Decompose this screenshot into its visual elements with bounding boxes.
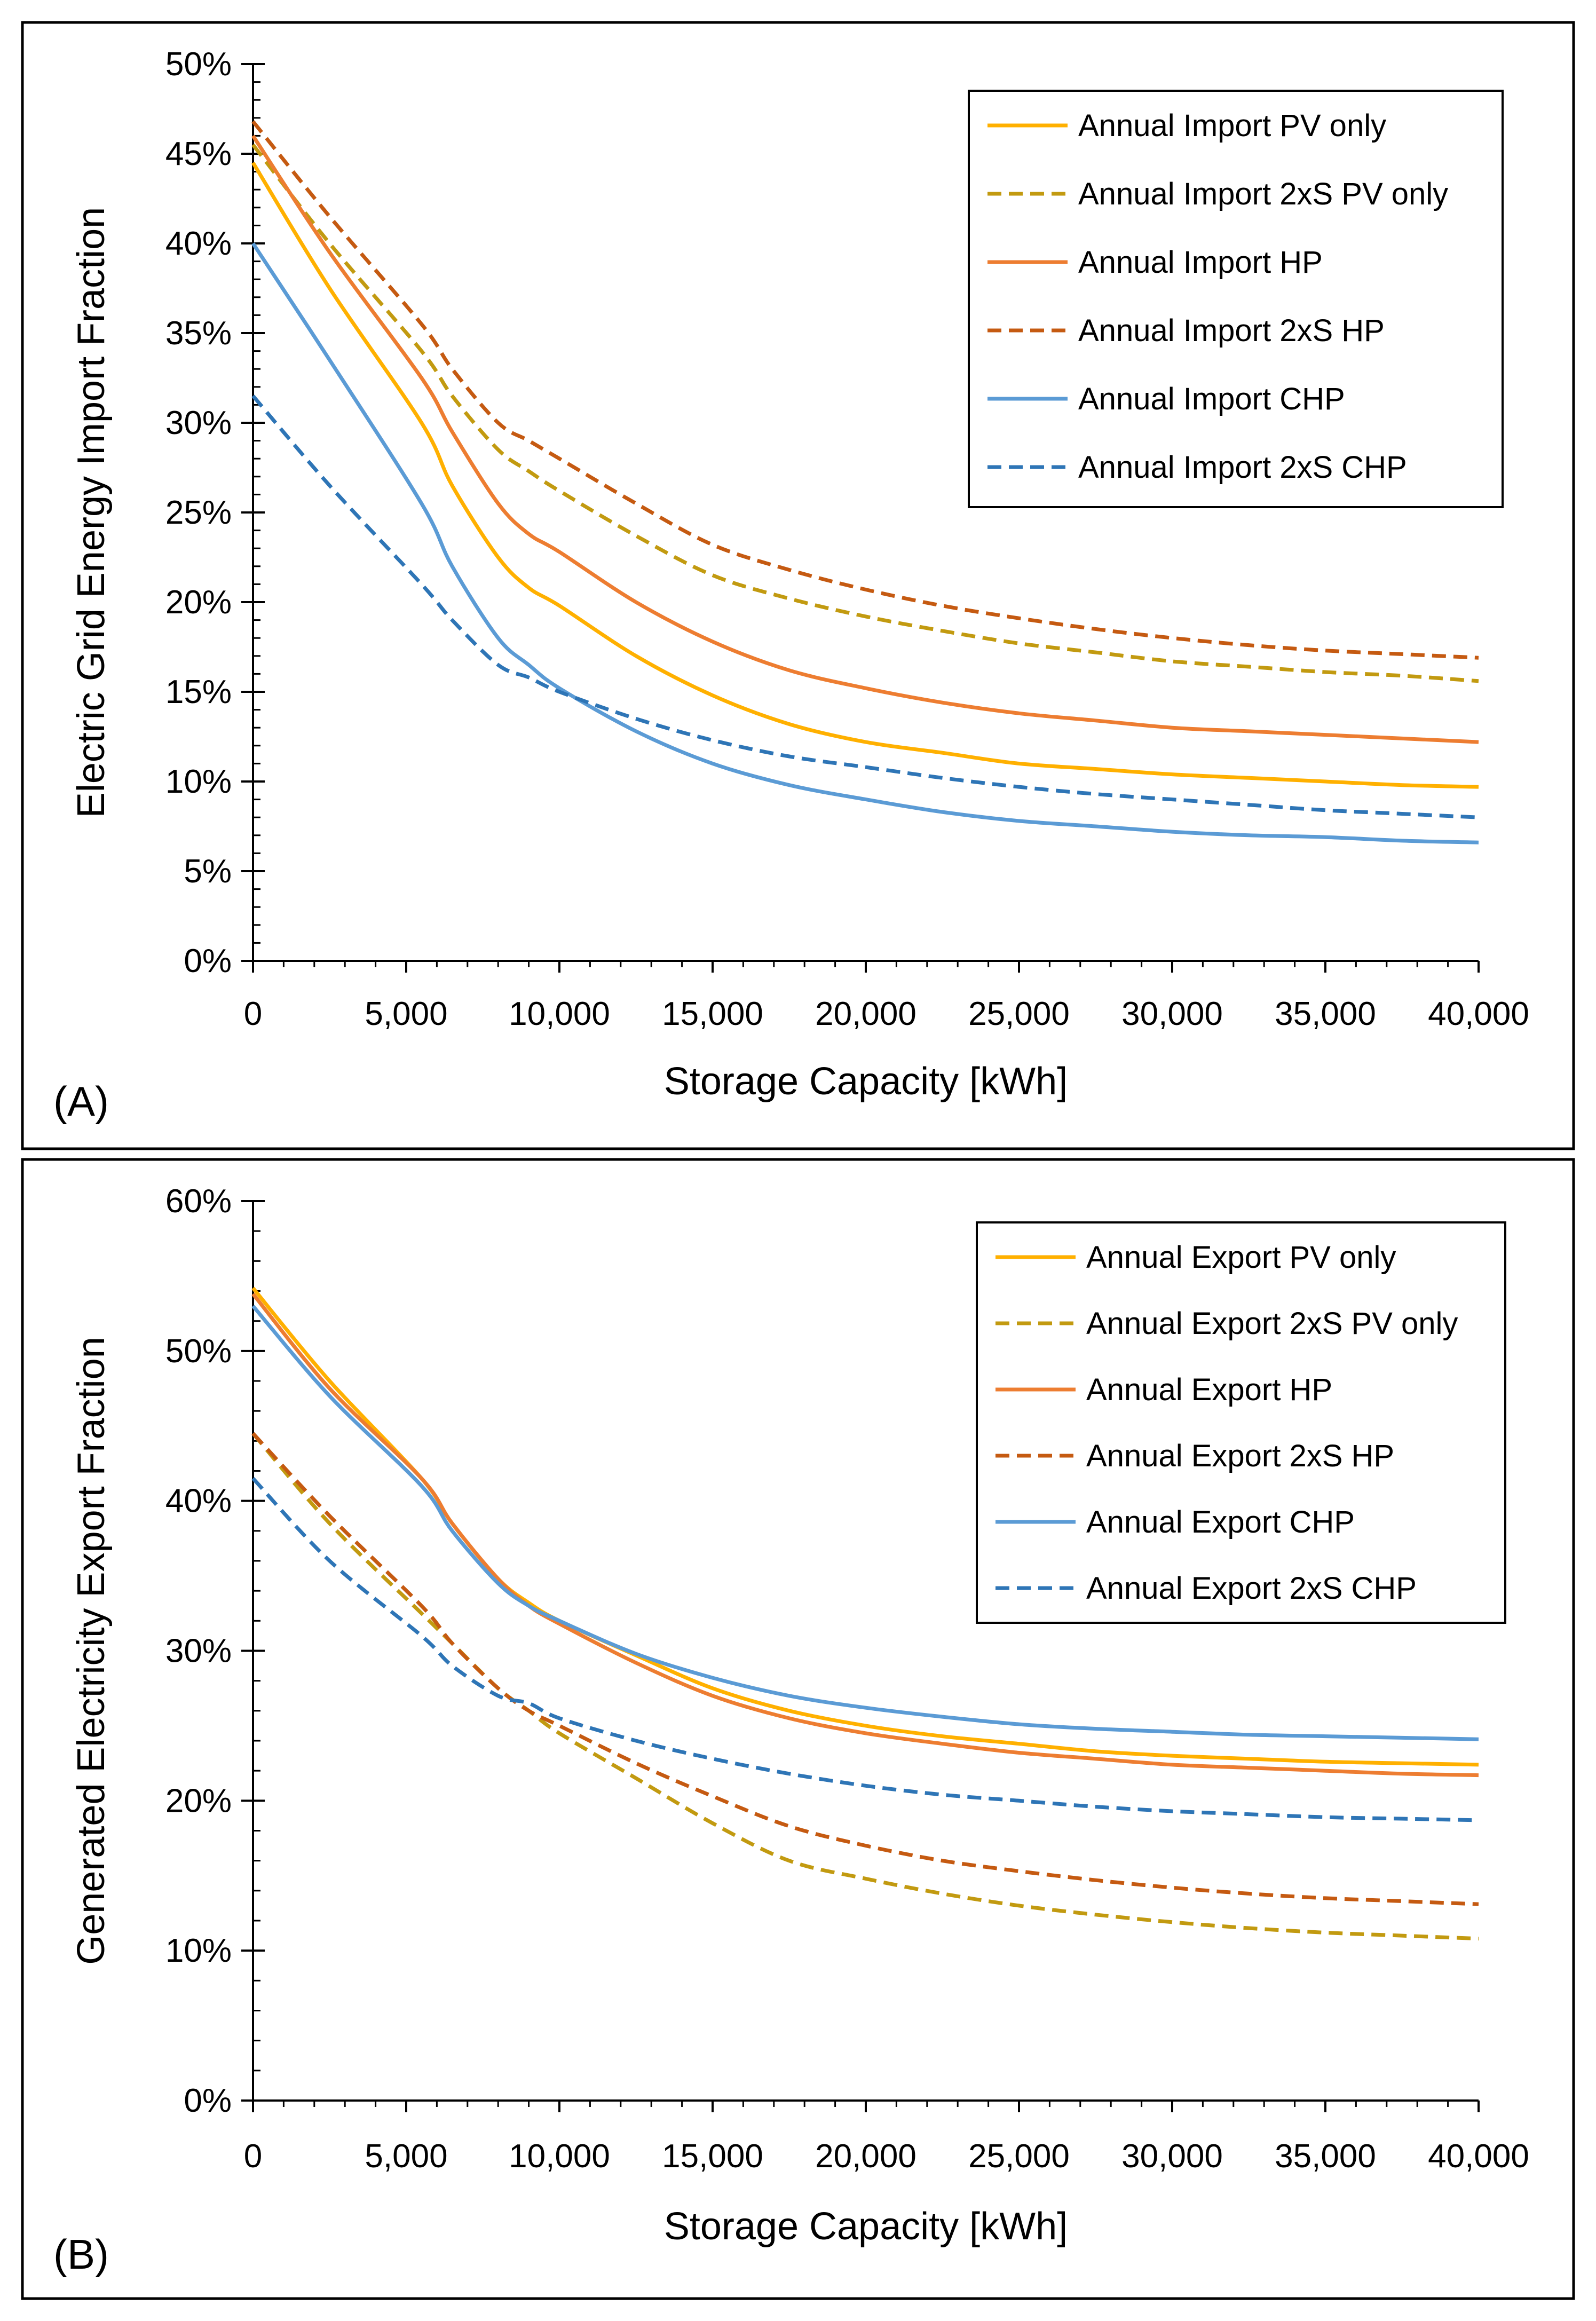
x-tick-label: 5,000: [365, 996, 447, 1032]
series-line-annual-import-2xs-chp: [251, 394, 1479, 819]
x-tick-label: 0: [244, 996, 262, 1032]
legend-label: Annual Export HP: [1086, 1372, 1332, 1407]
x-axis-title: Storage Capacity [kWh]: [664, 2205, 1068, 2248]
x-tick-label: 40,000: [1428, 996, 1529, 1032]
panel-b-chart: (B) 0% 10% 20% 30% 40% 50% 60% 0 5,000 10,000 15,0…: [53, 1183, 1529, 2278]
panel-b-frame: [21, 1158, 1575, 2300]
legend-label: Annual Export CHP: [1086, 1505, 1355, 1540]
legend: Annual Export PV only Annual Export 2xS P…: [976, 1221, 1506, 1624]
series-line-annual-import-2xs-pv-only: [251, 144, 1479, 683]
y-tick-label: 20%: [165, 584, 232, 621]
legend-label: Annual Import 2xS HP: [1078, 313, 1385, 348]
y-tick-label: 5%: [184, 853, 232, 890]
y-tick-label: 0%: [184, 2082, 232, 2119]
y-tick-label: 30%: [165, 1633, 232, 1670]
x-tick-label: 25,000: [968, 996, 1070, 1032]
legend-label: Annual Export 2xS HP: [1086, 1439, 1394, 1473]
legend-label: Annual Import CHP: [1078, 382, 1345, 416]
y-tick-label: 20%: [165, 1782, 232, 1819]
y-tick-label: 0%: [184, 943, 232, 980]
series-line-annual-import-hp: [251, 135, 1479, 744]
x-tick-label: 15,000: [662, 2138, 763, 2175]
legend-box: [976, 1221, 1506, 1624]
y-tick-label: 60%: [165, 1183, 232, 1220]
x-tick-label: 35,000: [1275, 2138, 1376, 2175]
series-line-annual-export-hp: [251, 1292, 1479, 1778]
x-tick-label: 20,000: [815, 996, 916, 1032]
legend-label: Annual Import 2xS PV only: [1078, 177, 1448, 211]
legend-label: Annual Import 2xS CHP: [1078, 450, 1407, 485]
panel-a-chart: (A) 0% 5% 10% 15% 20% 25% 30% 35% 40% 45% 50% 0 5,00…: [53, 46, 1529, 1125]
x-tick-label: 5,000: [365, 2138, 447, 2175]
panel-label: (A): [53, 1078, 109, 1125]
legend-label: Annual Export PV only: [1086, 1240, 1396, 1275]
y-tick-label: 10%: [165, 1932, 232, 1969]
x-tick-label: 15,000: [662, 996, 763, 1032]
legend-label: Annual Import HP: [1078, 245, 1323, 280]
legend-label: Annual Export 2xS PV only: [1086, 1306, 1458, 1341]
x-tick-label: 10,000: [509, 2138, 610, 2175]
x-tick-label: 25,000: [968, 2138, 1070, 2175]
panel-label: (B): [53, 2231, 109, 2278]
x-tick-label: 10,000: [509, 996, 610, 1032]
x-tick-label: 40,000: [1428, 2138, 1529, 2175]
y-tick-label: 10%: [165, 763, 232, 800]
legend-box: [968, 90, 1504, 508]
y-axis-title: Electric Grid Energy Import Fraction: [70, 207, 113, 818]
y-tick-label: 50%: [165, 46, 232, 83]
x-tick-label: 30,000: [1121, 996, 1223, 1032]
y-tick-label: 50%: [165, 1333, 232, 1370]
x-tick-label: 35,000: [1275, 996, 1376, 1032]
y-tick-label: 40%: [165, 225, 232, 262]
x-tick-label: 0: [244, 2138, 262, 2175]
series-line-annual-import-2xs-hp: [251, 120, 1479, 660]
x-axis-title: Storage Capacity [kWh]: [664, 1060, 1068, 1103]
y-tick-label: 35%: [165, 315, 232, 352]
legend-label: Annual Import PV only: [1078, 108, 1386, 143]
y-tick-label: 45%: [165, 136, 232, 172]
panel-a-frame: [21, 21, 1575, 1150]
series-line-annual-export-2xs-hp: [251, 1432, 1479, 1906]
series-line-annual-export-chp: [251, 1305, 1479, 1741]
legend: Annual Import PV only Annual Import 2xS P…: [968, 90, 1504, 508]
legend-label: Annual Export 2xS CHP: [1086, 1571, 1417, 1606]
y-axis-title: Generated Electricity Export Fraction: [70, 1337, 113, 1964]
x-tick-label: 20,000: [815, 2138, 916, 2175]
series-line-annual-import-pv-only: [251, 161, 1479, 789]
y-tick-label: 25%: [165, 494, 232, 531]
series-line-annual-export-2xs-chp: [251, 1477, 1479, 1822]
series-line-annual-import-chp: [251, 242, 1479, 844]
x-tick-label: 30,000: [1121, 2138, 1223, 2175]
y-tick-label: 40%: [165, 1483, 232, 1520]
y-tick-label: 15%: [165, 674, 232, 710]
y-tick-label: 30%: [165, 405, 232, 441]
